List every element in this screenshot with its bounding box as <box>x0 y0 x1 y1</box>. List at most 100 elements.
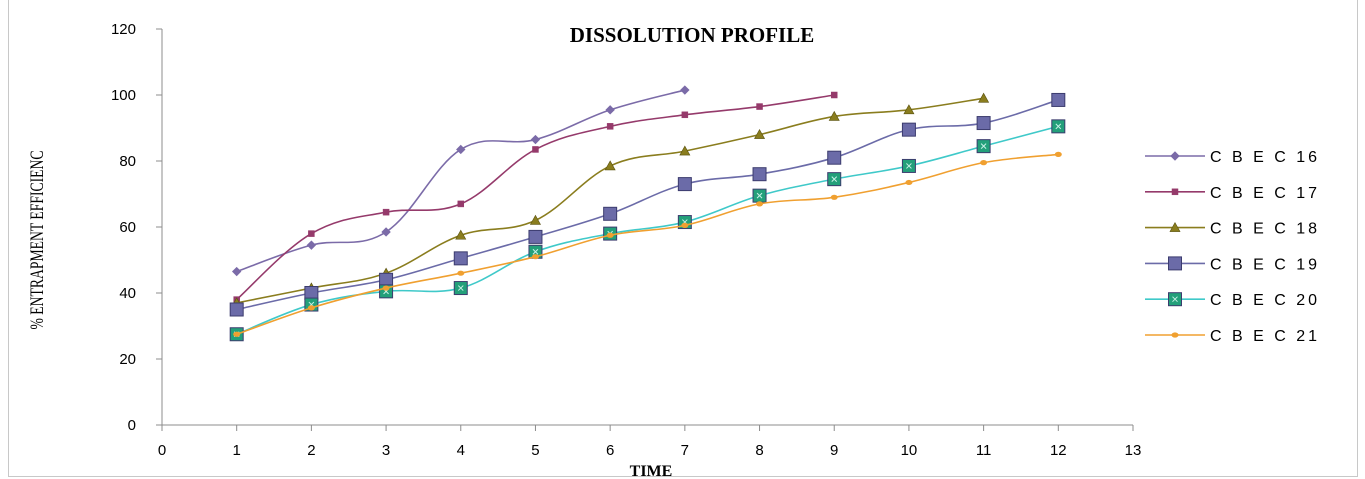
y-axis-title: % ENTRAPMENT EFFICIENC <box>26 150 48 329</box>
legend-swatch-marker <box>1168 292 1182 307</box>
legend-swatch-marker-shape <box>1168 256 1182 271</box>
legend-swatch-marker <box>1170 151 1180 161</box>
data-point <box>457 200 465 208</box>
data-point <box>382 285 390 291</box>
data-point-cross <box>1055 123 1062 130</box>
y-tick-label: 0 <box>128 417 136 434</box>
data-point-shape <box>528 229 543 244</box>
x-tick-label: 4 <box>457 442 465 459</box>
data-point <box>532 146 539 153</box>
data-point <box>453 281 468 296</box>
series-line <box>236 99 1059 311</box>
data-point-shape <box>457 200 465 208</box>
legend-swatch-marker <box>1169 221 1181 232</box>
data-point <box>901 122 916 137</box>
data-point <box>681 222 689 228</box>
legend-label: C B E C 16 <box>1210 149 1320 166</box>
x-tick-label: 8 <box>755 442 763 459</box>
data-point <box>901 158 916 173</box>
data-point <box>453 251 468 266</box>
x-tick-label: 5 <box>531 442 539 459</box>
data-point <box>308 230 315 237</box>
legend-item: C B E C 18 <box>1145 221 1320 238</box>
data-point-shape <box>752 167 767 182</box>
y-tick-label: 100 <box>111 87 136 104</box>
x-tick-label: 9 <box>830 442 838 459</box>
data-point <box>456 144 466 155</box>
legend-item: C B E C 21 <box>1145 328 1320 345</box>
data-point-cross <box>457 285 464 291</box>
data-point <box>976 116 991 131</box>
data-point <box>976 139 991 154</box>
data-point <box>756 103 763 110</box>
x-tick-label: 2 <box>307 442 315 459</box>
legend-swatch-marker <box>1171 188 1179 196</box>
x-tick-label: 13 <box>1125 442 1142 459</box>
data-point <box>827 172 842 187</box>
data-point <box>1051 92 1066 107</box>
data-point <box>233 331 241 337</box>
data-point <box>528 229 543 244</box>
data-point <box>680 85 690 95</box>
x-tick-label: 11 <box>976 442 992 459</box>
data-point <box>379 272 394 287</box>
data-point-shape <box>976 116 991 131</box>
series-4 <box>229 119 1066 342</box>
series-line <box>236 89 686 273</box>
data-point <box>604 160 616 171</box>
x-tick-label: 3 <box>382 442 390 459</box>
data-point <box>529 214 541 225</box>
x-tick-label: 0 <box>158 442 166 459</box>
legend-label: C B E C 17 <box>1210 185 1320 202</box>
legend: C B E C 16 C B E C 17 C B E C 18 C B E C 19… <box>1145 149 1320 345</box>
series-layer <box>229 85 1066 342</box>
x-axis-title: TIME <box>630 463 673 479</box>
legend-item: C B E C 17 <box>1145 185 1320 202</box>
data-point-shape <box>379 272 394 287</box>
x-tick-label: 12 <box>1050 442 1067 459</box>
data-point <box>830 194 838 200</box>
data-point <box>306 240 317 250</box>
data-point-shape <box>681 111 689 119</box>
data-point-cross <box>831 176 838 183</box>
data-point <box>1054 151 1062 157</box>
series-2 <box>231 92 990 308</box>
data-point <box>679 145 691 156</box>
data-point <box>229 302 244 317</box>
x-tick-label: 7 <box>681 442 689 459</box>
data-point <box>605 105 615 115</box>
data-point-shape <box>229 302 244 317</box>
data-point <box>754 128 766 139</box>
data-point <box>606 123 614 130</box>
chart-frame <box>8 0 1358 477</box>
data-point-shape <box>453 251 468 266</box>
data-point <box>828 110 840 121</box>
data-point <box>677 177 692 192</box>
data-point <box>980 160 988 166</box>
y-tick-label: 60 <box>119 219 136 236</box>
data-point <box>457 270 465 276</box>
data-point <box>978 92 990 103</box>
data-point <box>455 229 467 240</box>
data-point <box>905 179 913 186</box>
data-point <box>756 201 764 207</box>
data-point <box>830 91 838 99</box>
data-point <box>231 266 242 277</box>
data-point-shape <box>830 91 838 99</box>
data-point <box>827 150 842 165</box>
data-point-shape <box>603 206 618 221</box>
legend-label: C B E C 21 <box>1210 328 1320 345</box>
data-point-cross <box>906 163 912 169</box>
series-3 <box>229 92 1066 317</box>
data-point-shape <box>901 122 916 137</box>
series-5 <box>233 151 1062 337</box>
data-point-shape <box>532 146 539 153</box>
data-point-shape <box>382 208 390 216</box>
data-point-cross <box>980 143 987 150</box>
data-point-shape <box>827 150 842 165</box>
legend-item: C B E C 19 <box>1145 256 1317 273</box>
data-point <box>381 227 391 237</box>
legend-swatch-marker <box>1171 332 1179 338</box>
legend-label: C B E C 18 <box>1210 221 1320 238</box>
